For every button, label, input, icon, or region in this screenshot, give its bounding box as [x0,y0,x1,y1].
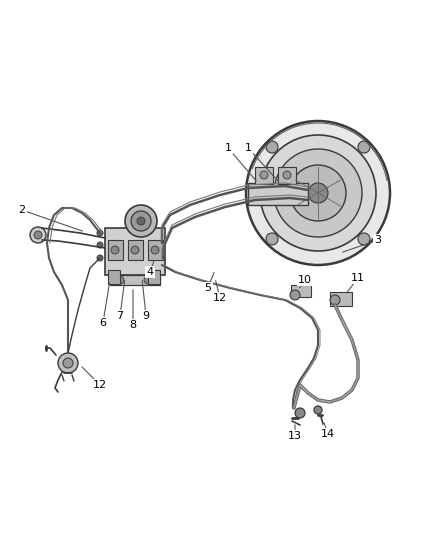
Bar [255,167,273,184]
Bar [248,183,308,205]
Text: 14: 14 [321,429,335,439]
Circle shape [314,406,322,414]
Circle shape [358,141,370,153]
Text: 13: 13 [288,431,302,441]
Circle shape [151,246,159,254]
Circle shape [295,408,305,418]
Bar [108,240,123,260]
Circle shape [308,183,328,203]
Circle shape [266,141,278,153]
Bar [148,240,163,260]
Bar [105,228,165,275]
Circle shape [116,276,124,284]
Bar [291,285,311,297]
Circle shape [97,230,103,236]
Circle shape [144,276,152,284]
Bar [108,270,120,284]
Circle shape [131,246,139,254]
Text: 7: 7 [117,311,124,321]
Text: 9: 9 [142,311,149,321]
Circle shape [63,358,73,368]
Bar [110,275,160,285]
Text: 10: 10 [298,275,312,285]
Circle shape [330,295,340,305]
Bar [330,292,352,306]
Text: 1: 1 [244,143,251,153]
Text: 4: 4 [146,267,154,277]
Circle shape [260,135,376,251]
Circle shape [266,233,278,245]
Circle shape [274,149,362,237]
Text: 12: 12 [93,380,107,390]
Circle shape [283,171,291,179]
Text: 5: 5 [205,283,212,293]
Circle shape [30,227,46,243]
Bar [278,167,296,184]
Circle shape [125,205,157,237]
Circle shape [358,233,370,245]
Circle shape [111,246,119,254]
Text: 8: 8 [130,320,137,330]
Text: 6: 6 [99,318,106,328]
Circle shape [131,211,151,231]
Circle shape [290,290,300,300]
Text: 1: 1 [225,143,232,153]
Circle shape [137,217,145,225]
Circle shape [58,353,78,373]
Circle shape [34,231,42,239]
Text: 3: 3 [374,235,381,245]
Circle shape [97,255,103,261]
Text: 11: 11 [351,273,365,283]
Circle shape [246,121,390,265]
Circle shape [97,242,103,248]
Circle shape [260,171,268,179]
Text: 12: 12 [213,293,227,303]
Circle shape [290,165,346,221]
Text: 2: 2 [18,205,25,215]
Bar [148,270,160,284]
Bar [128,240,143,260]
